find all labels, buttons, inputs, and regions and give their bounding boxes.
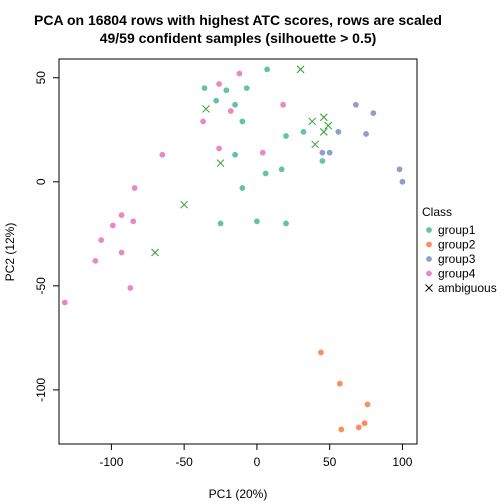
legend-marker-group3 <box>426 256 432 262</box>
x-tick-label: 50 <box>323 455 337 469</box>
point-group4 <box>227 108 234 114</box>
point-ambiguous <box>202 105 210 113</box>
point-group3 <box>370 110 377 117</box>
point-group1 <box>300 128 307 135</box>
point-group1 <box>283 133 289 139</box>
point-group4 <box>216 145 222 152</box>
point-group3 <box>326 149 333 156</box>
y-tick-label: 50 <box>34 71 48 85</box>
point-group4 <box>98 237 105 243</box>
point-group2 <box>364 401 371 408</box>
y-tick-label: -50 <box>34 277 48 295</box>
point-group1 <box>254 218 260 225</box>
point-group1 <box>213 97 220 104</box>
point-group1 <box>239 185 246 191</box>
point-group4 <box>92 257 99 264</box>
legend-marker-group4 <box>426 270 432 277</box>
point-group1 <box>319 158 326 164</box>
point-group4 <box>109 222 116 229</box>
legend-title: Class <box>422 205 452 219</box>
point-group4 <box>61 299 68 306</box>
legend-label-group4: group4 <box>438 267 476 281</box>
point-group2 <box>336 380 343 387</box>
point-group1 <box>232 101 238 108</box>
point-group4 <box>159 151 166 158</box>
legend-marker-group2 <box>426 241 432 248</box>
point-ambiguous <box>311 140 319 149</box>
point-group1 <box>262 170 269 177</box>
point-group1 <box>223 87 230 94</box>
legend-label-group3: group3 <box>438 252 476 266</box>
point-ambiguous <box>308 117 317 126</box>
point-group1 <box>217 220 224 227</box>
legend-label-ambiguous: ambiguous <box>438 281 497 295</box>
point-group1 <box>264 66 271 73</box>
plot-frame <box>58 58 418 445</box>
data-points <box>61 65 406 433</box>
y-tick-label: -100 <box>34 378 48 402</box>
point-group2 <box>338 426 345 433</box>
point-ambiguous <box>151 248 159 257</box>
point-ambiguous <box>296 65 305 74</box>
point-group1 <box>239 118 246 125</box>
point-group4 <box>216 81 222 87</box>
point-group3 <box>335 128 342 135</box>
point-group4 <box>127 285 134 291</box>
point-group4 <box>280 101 287 108</box>
point-group3 <box>319 149 326 156</box>
point-group1 <box>278 166 285 173</box>
x-axis-label: PC1 (20%) <box>209 487 268 501</box>
point-group4 <box>118 249 125 256</box>
legend-marker-ambiguous <box>425 284 433 292</box>
legend-label-group1: group1 <box>438 223 476 237</box>
x-tick-label: 100 <box>392 455 412 469</box>
x-tick-label: 0 <box>254 455 261 469</box>
point-group4 <box>130 218 137 225</box>
point-group3 <box>352 101 359 108</box>
point-ambiguous <box>180 200 189 209</box>
x-tick-label: -50 <box>175 455 193 469</box>
point-group1 <box>201 85 208 92</box>
point-group2 <box>318 349 324 356</box>
point-group1 <box>243 85 250 92</box>
x-axis: -100 -50 0 50 100 <box>99 444 413 469</box>
point-group2 <box>361 420 368 427</box>
legend-marker-group1 <box>426 227 432 233</box>
point-group4 <box>131 185 138 191</box>
y-axis-label: PC2 (12%) <box>3 223 17 282</box>
point-group2 <box>355 424 362 431</box>
point-ambiguous <box>324 121 333 130</box>
point-group4 <box>118 212 125 218</box>
point-ambiguous <box>320 127 328 136</box>
point-ambiguous <box>216 159 225 167</box>
y-tick-label: 0 <box>34 178 48 185</box>
point-ambiguous <box>320 113 328 122</box>
x-tick-label: -100 <box>99 455 123 469</box>
point-group3 <box>399 178 406 185</box>
y-axis: -100 -50 0 50 <box>34 71 59 402</box>
legend-label-group2: group2 <box>438 238 476 252</box>
chart-subtitle: 49/59 confident samples (silhouette > 0.… <box>100 30 377 46</box>
point-group4 <box>200 118 206 125</box>
point-group1 <box>232 151 238 158</box>
point-group4 <box>259 149 266 156</box>
chart-title: PCA on 16804 rows with highest ATC score… <box>34 12 442 28</box>
point-group3 <box>396 166 403 173</box>
point-group1 <box>283 220 289 227</box>
point-group4 <box>236 70 243 77</box>
point-group3 <box>363 131 369 137</box>
